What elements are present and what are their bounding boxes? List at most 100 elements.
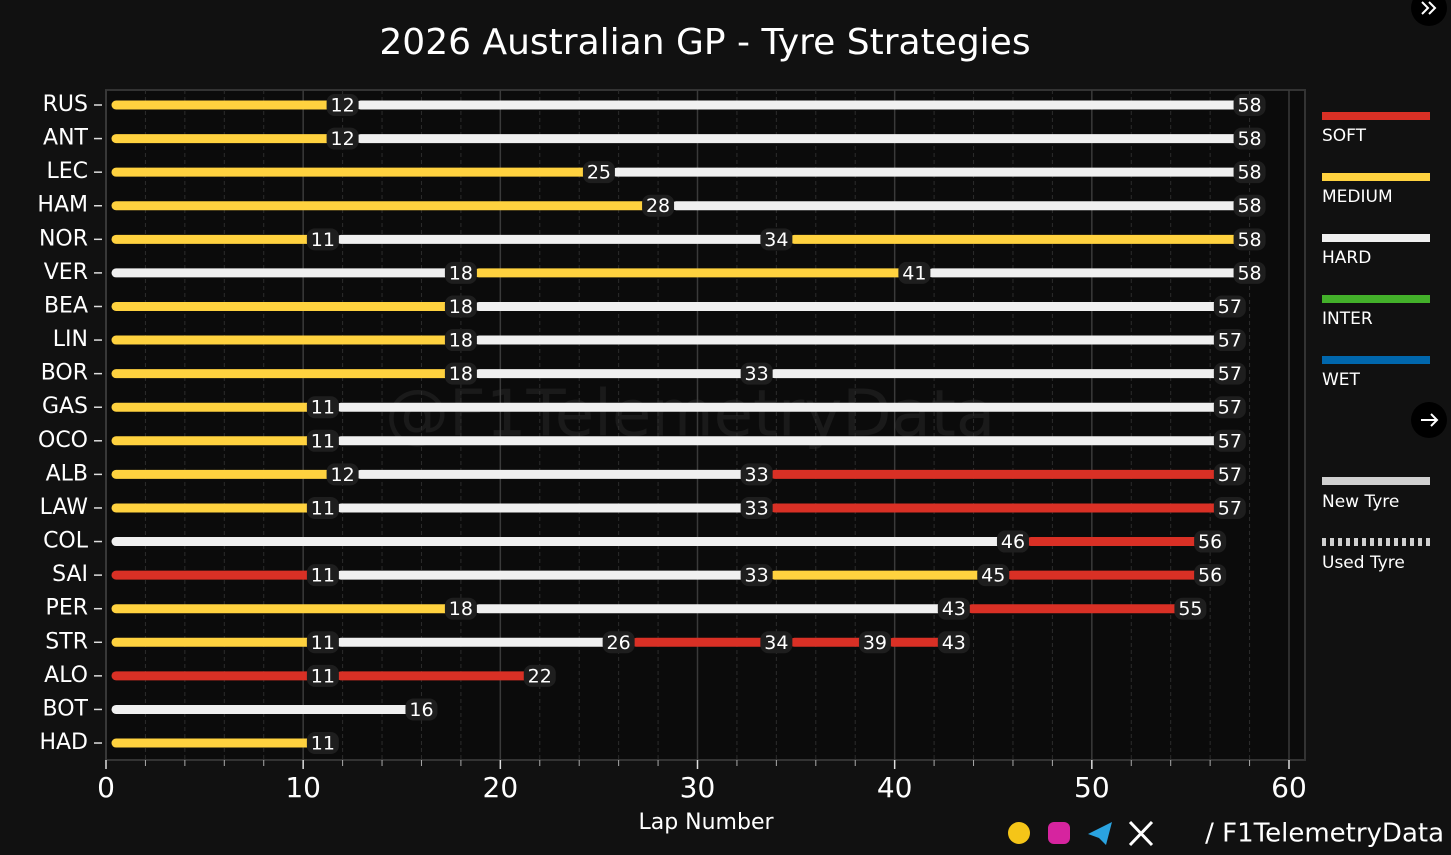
label-badge (1174, 597, 1207, 620)
label-badge (1213, 396, 1246, 419)
stint-end-label: 45 (981, 565, 1005, 587)
label-badge (306, 564, 339, 587)
stint-end-label: 12 (331, 128, 355, 150)
y-tick-label: LIN (53, 327, 88, 352)
chart-title: 2026 Australian GP - Tyre Strategies (379, 22, 1030, 63)
label-badge (306, 228, 339, 251)
footer-text: / F1TelemetryData (1205, 819, 1444, 849)
x-tick-label: 30 (680, 771, 716, 804)
label-badge (1233, 161, 1266, 184)
legend-label: WET (1322, 370, 1361, 390)
y-tick-label: HAM (37, 193, 88, 218)
label-badge (444, 597, 477, 620)
y-tick-label: OCO (38, 428, 88, 453)
stint-end-label: 25 (587, 162, 611, 184)
label-badge (740, 564, 773, 587)
label-badge (326, 127, 359, 150)
x-tick-label: 20 (483, 771, 519, 804)
label-badge (523, 664, 556, 687)
icon (1128, 820, 1154, 847)
stint-end-label: 11 (311, 430, 335, 452)
x-tick-label: 50 (1074, 771, 1110, 804)
stint-end-label: 39 (863, 632, 887, 654)
label-badge (326, 94, 359, 116)
stint-end-label: 12 (331, 464, 355, 486)
label-badge (898, 261, 931, 284)
icon (1088, 822, 1112, 845)
label-badge (306, 664, 339, 687)
label-badge (306, 429, 339, 452)
y-tick-label: STR (45, 629, 88, 654)
stint-end-label: 11 (311, 397, 335, 419)
label-badge (1213, 362, 1246, 385)
stint-end-label: 33 (745, 565, 769, 587)
stint-end-label: 26 (607, 632, 631, 654)
y-tick-label: BOR (41, 361, 88, 386)
stint-end-label: 57 (1218, 363, 1242, 385)
label-badge (444, 329, 477, 352)
footer-icons (1008, 820, 1154, 847)
y-tick-label: VER (44, 260, 88, 285)
stint-end-label: 57 (1218, 430, 1242, 452)
label-badge (1213, 329, 1246, 352)
label-badge (1233, 261, 1266, 284)
label-badge (760, 228, 793, 251)
y-tick-label: RUS (43, 92, 88, 117)
legend-label: MEDIUM (1322, 187, 1393, 207)
stint-end-label: 11 (311, 497, 335, 519)
stint-end-label: 18 (449, 296, 473, 318)
label-badge (1213, 496, 1246, 519)
stint-end-label: 11 (311, 565, 335, 587)
stint-end-label: 33 (745, 497, 769, 519)
y-tick-label: ALB (46, 461, 88, 486)
label-badge (740, 362, 773, 385)
label-badge (1213, 463, 1246, 486)
y-tick-label: BOT (43, 696, 89, 721)
legend-label: Used Tyre (1322, 553, 1405, 573)
stint-end-label: 57 (1218, 464, 1242, 486)
stint-end-label: 33 (745, 363, 769, 385)
stint-end-label: 43 (942, 632, 966, 654)
stint-end-label: 34 (764, 229, 788, 251)
stint-end-label: 56 (1198, 565, 1222, 587)
y-tick-label: ALO (44, 663, 88, 688)
legend-label: HARD (1322, 248, 1371, 268)
label-badge (1194, 530, 1227, 553)
legend-label: New Tyre (1322, 492, 1399, 512)
stint-end-label: 58 (1237, 195, 1261, 217)
y-tick-label: BEA (44, 293, 88, 318)
label-badge (740, 496, 773, 519)
label-badge (326, 463, 359, 486)
label-badge (858, 631, 891, 654)
label-badge (996, 530, 1029, 553)
label-badge (444, 261, 477, 284)
y-tick-label: SAI (52, 562, 88, 587)
x-axis-label: Lap Number (638, 810, 774, 835)
stint-end-label: 22 (528, 665, 552, 687)
label-badge (937, 631, 970, 654)
label-badge (1233, 94, 1266, 116)
stint-end-label: 58 (1237, 162, 1261, 184)
label-badge (582, 161, 615, 184)
x-tick-label: 40 (877, 771, 913, 804)
stint-end-label: 18 (449, 598, 473, 620)
label-badge (760, 631, 793, 654)
label-badge (642, 194, 675, 217)
stint-end-label: 58 (1237, 229, 1261, 251)
label-badge (306, 631, 339, 654)
label-badge (1233, 127, 1266, 150)
x-tick-label: 0 (97, 771, 115, 804)
label-badge (444, 362, 477, 385)
stint-end-label: 58 (1237, 128, 1261, 150)
label-badge (937, 597, 970, 620)
stint-end-label: 11 (311, 733, 335, 755)
y-tick-label: LEC (46, 159, 88, 184)
y-tick-label: ANT (43, 126, 89, 151)
stint-end-label: 58 (1237, 262, 1261, 284)
y-tick-label: NOR (39, 226, 88, 251)
label-badge (306, 496, 339, 519)
stint-end-label: 57 (1218, 296, 1242, 318)
stint-end-label: 28 (646, 195, 670, 217)
